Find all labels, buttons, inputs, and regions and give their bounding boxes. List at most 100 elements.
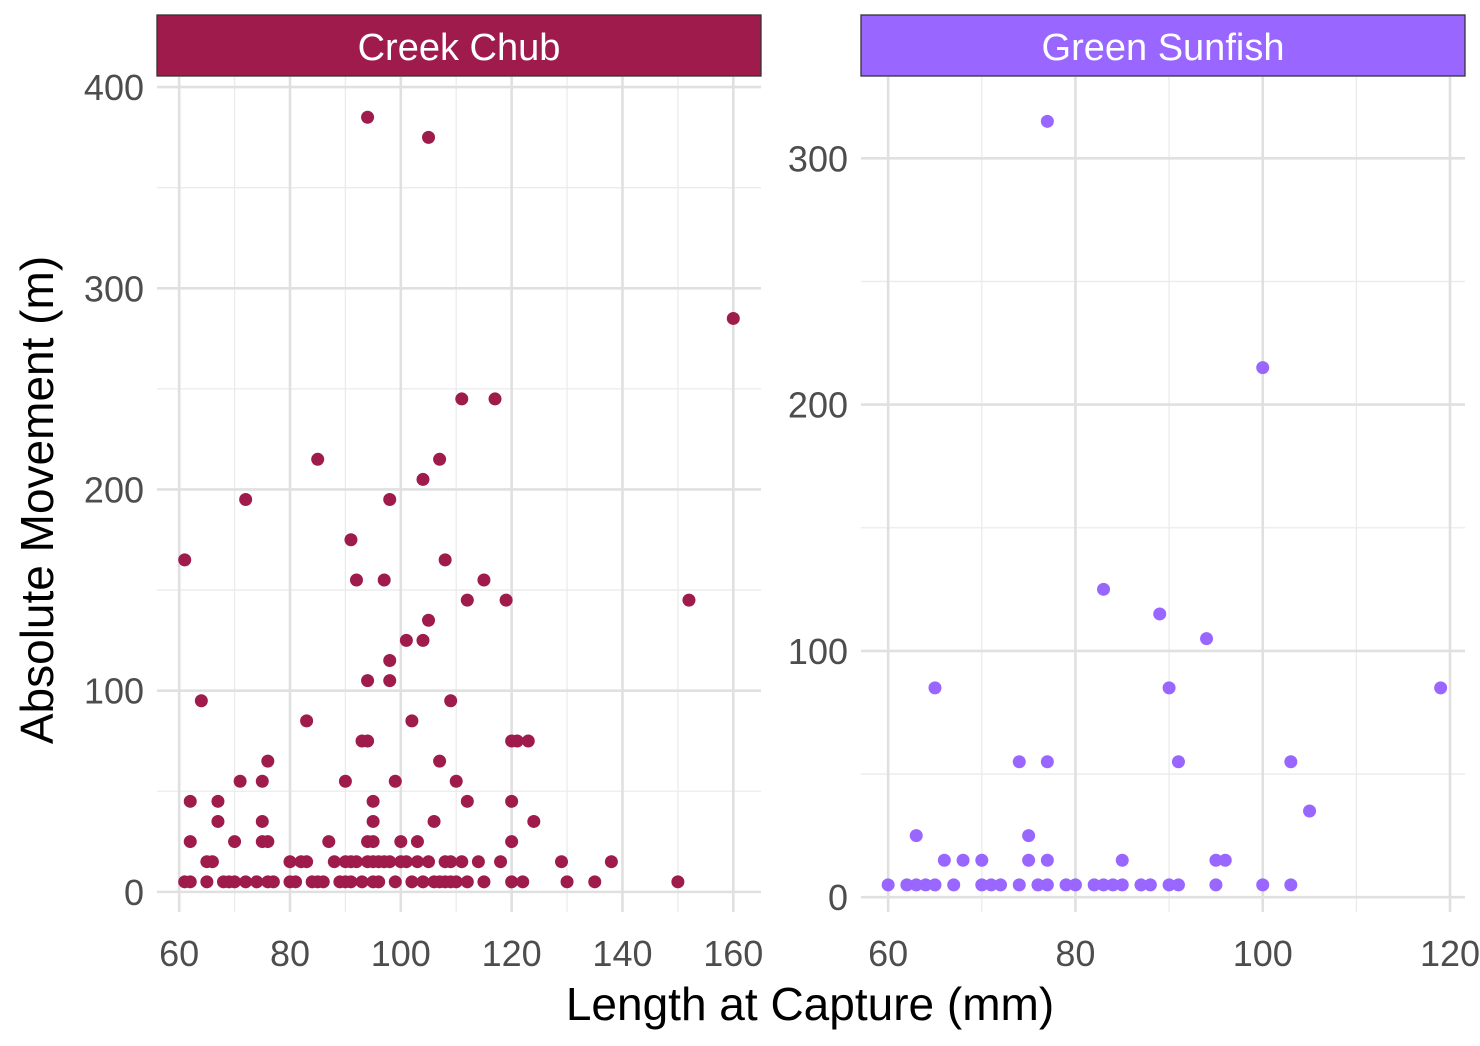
data-point xyxy=(928,681,942,695)
data-point xyxy=(311,452,325,466)
data-point xyxy=(455,392,469,406)
data-point xyxy=(349,573,363,587)
data-point xyxy=(494,855,508,869)
x-tick-label: 140 xyxy=(592,933,652,974)
data-point xyxy=(1209,878,1223,892)
x-tick-label: 120 xyxy=(1420,933,1480,974)
data-point xyxy=(416,472,430,486)
data-point xyxy=(255,774,269,788)
facet-strip xyxy=(860,14,1466,77)
data-point xyxy=(433,452,447,466)
data-point xyxy=(555,855,569,869)
data-point xyxy=(1256,361,1270,375)
data-point xyxy=(460,794,474,808)
data-point xyxy=(1115,878,1129,892)
y-tick-label: 200 xyxy=(788,385,848,426)
data-point xyxy=(1012,878,1026,892)
data-point xyxy=(388,774,402,788)
data-point xyxy=(427,814,441,828)
data-point xyxy=(1162,878,1176,892)
data-point xyxy=(726,311,740,325)
data-point xyxy=(460,875,474,889)
data-point xyxy=(444,855,458,869)
data-point xyxy=(422,855,436,869)
data-point xyxy=(909,829,923,843)
data-point xyxy=(449,774,463,788)
data-point xyxy=(422,613,436,627)
x-axis-title: Length at Capture (mm) xyxy=(566,978,1054,1030)
data-point xyxy=(928,878,942,892)
data-point xyxy=(477,875,491,889)
data-point xyxy=(261,835,275,849)
y-tick-label: 0 xyxy=(828,877,848,918)
data-point xyxy=(1115,853,1129,867)
panel-green-sunfish: Green Sunfish 60 80 100 120 0 100 200 300 xyxy=(788,14,1480,974)
x-tick-label: 60 xyxy=(159,933,199,974)
data-point xyxy=(261,754,275,768)
data-point xyxy=(178,553,192,567)
data-point xyxy=(1153,607,1167,621)
data-point xyxy=(1303,804,1317,818)
panel-creek-chub: Creek Chub 60 80 100 120 140 160 0 100 200 300 400 xyxy=(84,14,763,974)
data-point xyxy=(383,493,397,507)
data-point xyxy=(1022,853,1036,867)
data-point xyxy=(377,573,391,587)
data-point xyxy=(183,835,197,849)
data-point xyxy=(410,835,424,849)
y-axis-title: Absolute Movement (m) xyxy=(11,256,63,744)
data-point xyxy=(1143,878,1157,892)
data-point xyxy=(228,835,242,849)
data-point xyxy=(388,875,402,889)
data-point xyxy=(1040,755,1054,769)
data-point xyxy=(405,875,419,889)
data-point xyxy=(1106,878,1120,892)
data-point xyxy=(1022,829,1036,843)
data-point xyxy=(250,875,264,889)
data-point xyxy=(975,853,989,867)
data-point xyxy=(604,855,618,869)
data-point xyxy=(1097,878,1111,892)
data-point xyxy=(1031,878,1045,892)
facet-strip-label: Green Sunfish xyxy=(1042,27,1285,69)
data-point xyxy=(1040,878,1054,892)
data-point xyxy=(671,875,685,889)
data-point xyxy=(233,774,247,788)
data-point xyxy=(881,878,895,892)
data-point xyxy=(438,553,452,567)
data-point xyxy=(372,875,386,889)
data-point xyxy=(211,814,225,828)
data-point xyxy=(947,878,961,892)
data-point xyxy=(975,878,989,892)
y-tick-label: 100 xyxy=(788,631,848,672)
data-point xyxy=(383,653,397,667)
data-point xyxy=(361,734,375,748)
y-tick-label: 0 xyxy=(124,872,144,913)
data-point xyxy=(1256,878,1270,892)
data-point xyxy=(289,875,303,889)
data-point xyxy=(682,593,696,607)
data-point xyxy=(338,774,352,788)
data-point xyxy=(283,855,297,869)
data-point xyxy=(322,835,336,849)
data-point xyxy=(984,878,998,892)
data-point xyxy=(228,875,242,889)
data-point xyxy=(205,855,219,869)
data-point xyxy=(194,694,208,708)
data-point xyxy=(394,835,408,849)
data-point xyxy=(327,855,341,869)
data-point xyxy=(366,814,380,828)
data-point xyxy=(1040,114,1054,128)
data-point xyxy=(1209,853,1223,867)
data-point xyxy=(505,875,519,889)
data-point xyxy=(183,875,197,889)
data-point xyxy=(300,855,314,869)
data-point xyxy=(383,855,397,869)
data-point xyxy=(266,875,280,889)
data-point xyxy=(510,734,524,748)
data-point xyxy=(1012,755,1026,769)
data-point xyxy=(1171,878,1185,892)
data-point xyxy=(900,878,914,892)
data-point xyxy=(471,855,485,869)
data-point xyxy=(444,694,458,708)
data-point xyxy=(909,878,923,892)
